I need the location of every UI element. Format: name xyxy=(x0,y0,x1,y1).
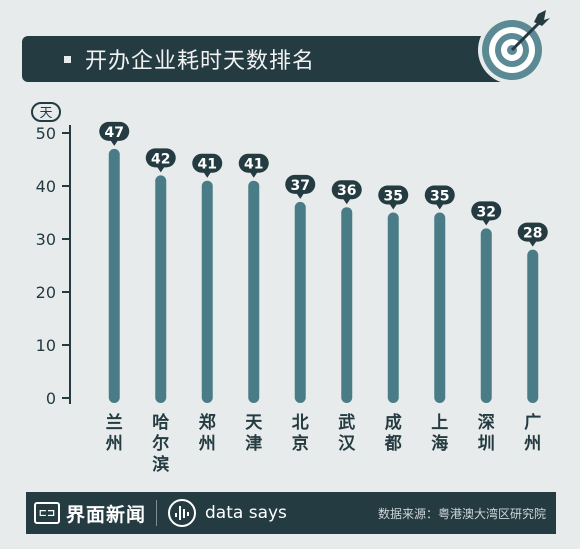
category-label: 州 xyxy=(105,434,123,454)
value-label-text: 37 xyxy=(291,178,310,194)
value-label: 35 xyxy=(378,185,409,210)
y-tick-label: 10 xyxy=(36,336,56,355)
value-label: 35 xyxy=(424,185,455,210)
y-tick-label: 20 xyxy=(36,283,56,302)
value-label: 41 xyxy=(192,153,223,178)
category-label: 尔 xyxy=(152,433,169,454)
category-label: 汉 xyxy=(338,434,356,454)
category-label: 广 xyxy=(524,412,541,433)
value-label: 42 xyxy=(145,148,176,173)
value-label-text: 35 xyxy=(430,189,449,205)
category-label: 州 xyxy=(523,434,541,454)
value-label-pointer xyxy=(482,219,491,226)
data-says-logo-icon xyxy=(168,499,197,527)
value-label-pointer xyxy=(156,166,165,173)
value-label-bg xyxy=(378,185,409,205)
category-label: 滨 xyxy=(152,454,169,475)
value-label: 36 xyxy=(331,180,362,205)
category-label: 郑 xyxy=(199,412,216,433)
category-label: 天 xyxy=(245,413,263,433)
value-label-bg xyxy=(424,185,455,205)
category-label: 京 xyxy=(292,433,309,454)
brand-logo: ⊏⊐ 界面新闻 xyxy=(26,492,146,534)
category-label: 津 xyxy=(245,433,262,454)
value-label-pointer xyxy=(296,192,305,199)
category-label: 深 xyxy=(478,412,495,433)
category-label: 都 xyxy=(384,433,402,454)
title-bar: 开办企业耗时天数排名 xyxy=(22,36,522,82)
value-label-pointer xyxy=(249,171,258,178)
value-label-bg xyxy=(238,153,269,173)
bar xyxy=(155,175,167,403)
bar xyxy=(387,212,399,403)
value-label: 47 xyxy=(99,121,130,146)
category-label: 哈 xyxy=(152,412,169,433)
value-label-bg xyxy=(517,222,548,242)
category-label: 圳 xyxy=(478,434,495,454)
value-label-text: 42 xyxy=(151,151,170,167)
data-source: 数据来源：粤港澳大湾区研究院 xyxy=(377,506,546,521)
value-label-pointer xyxy=(342,198,351,205)
bar xyxy=(108,148,120,403)
value-label-text: 41 xyxy=(198,157,217,173)
category-label: 北 xyxy=(292,413,309,433)
category-label: 海 xyxy=(431,433,448,454)
y-tick-label: 50 xyxy=(36,124,56,143)
y-axis-label: 天 xyxy=(39,106,52,121)
bar xyxy=(201,180,213,403)
y-tick-label: 0 xyxy=(46,389,56,408)
value-label-text: 41 xyxy=(244,157,263,173)
category-label: 武 xyxy=(338,412,355,433)
bar xyxy=(248,180,260,403)
value-label-pointer xyxy=(528,240,537,247)
value-label-text: 28 xyxy=(523,226,542,242)
value-label-pointer xyxy=(203,171,212,178)
brand-box-icon: ⊏⊐ xyxy=(34,502,60,524)
bar xyxy=(434,212,446,403)
value-label-text: 47 xyxy=(105,125,124,141)
value-label: 32 xyxy=(471,201,502,226)
category-label: 州 xyxy=(198,434,216,454)
value-label-bg xyxy=(192,153,223,173)
footer-divider xyxy=(156,500,158,526)
bar xyxy=(294,201,306,403)
brand-name: 界面新闻 xyxy=(66,503,147,526)
value-label-bg xyxy=(471,201,502,221)
value-label: 37 xyxy=(285,174,316,199)
data-says-label: data says xyxy=(205,503,287,523)
value-label: 41 xyxy=(238,153,269,178)
value-label-bg xyxy=(331,180,362,200)
bar xyxy=(341,207,353,403)
value-label-text: 36 xyxy=(337,183,356,199)
bar xyxy=(527,249,539,403)
category-label: 兰 xyxy=(106,412,123,433)
value-label: 28 xyxy=(517,222,548,247)
value-label-bg xyxy=(145,148,176,168)
footer-bar: ⊏⊐ 界面新闻 data says 数据来源：粤港澳大湾区研究院 xyxy=(26,492,556,534)
value-label-pointer xyxy=(110,139,119,146)
category-label: 成 xyxy=(385,412,402,433)
value-label-text: 32 xyxy=(477,204,496,220)
value-label-bg xyxy=(285,174,316,194)
value-label-pointer xyxy=(435,203,444,210)
value-label-pointer xyxy=(389,203,398,210)
chart-title: 开办企业耗时天数排名 xyxy=(85,49,316,74)
y-unit-bubble xyxy=(31,102,61,122)
target-icon xyxy=(478,10,550,84)
value-label-text: 35 xyxy=(384,189,403,205)
title-bullet xyxy=(64,55,71,63)
y-tick-label: 40 xyxy=(36,177,56,196)
category-label: 上 xyxy=(431,413,448,433)
value-label-bg xyxy=(99,121,130,141)
bar xyxy=(480,228,492,403)
y-tick-label: 30 xyxy=(36,230,56,249)
